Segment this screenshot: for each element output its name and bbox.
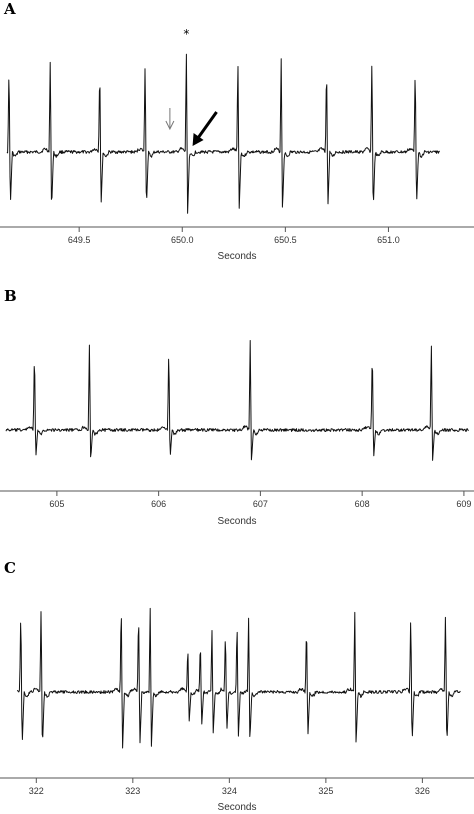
panel-letter: C xyxy=(4,559,16,577)
x-tick-label: 649.5 xyxy=(68,235,91,245)
thick-arrow-icon xyxy=(195,111,218,141)
ecg-trace xyxy=(5,340,469,461)
panel-letter: B xyxy=(4,287,17,305)
x-tick-label: 323 xyxy=(125,786,140,796)
panel-letter: A xyxy=(3,0,16,18)
panel-b: B 605 606 607 608 609 Seconds xyxy=(0,287,474,527)
x-tick-label: 651.0 xyxy=(377,235,400,245)
x-tick-label: 324 xyxy=(222,786,237,796)
star-marker: * xyxy=(183,27,189,41)
x-tick-label: 650.5 xyxy=(274,235,297,245)
x-tick-label: 325 xyxy=(318,786,333,796)
x-axis-title: Seconds xyxy=(218,516,257,527)
x-tick-label: 607 xyxy=(253,499,268,509)
panel-a: A 649.5 650.0 650.5 651.0 Seconds * xyxy=(0,0,474,262)
thick-arrow-head xyxy=(192,133,204,146)
x-tick-label: 605 xyxy=(49,499,64,509)
x-tick-label: 609 xyxy=(456,499,471,509)
ecg-trace xyxy=(16,607,461,749)
x-tick-label: 326 xyxy=(415,786,430,796)
panel-c: C 322 323 324 325 326 Seconds xyxy=(0,559,474,813)
thin-arrow-head xyxy=(165,120,175,131)
x-tick-label: 322 xyxy=(29,786,44,796)
x-tick-label: 606 xyxy=(151,499,166,509)
x-tick-label: 608 xyxy=(355,499,370,509)
x-axis-title: Seconds xyxy=(218,802,257,813)
ecg-trace xyxy=(6,53,441,214)
x-tick-label: 650.0 xyxy=(171,235,194,245)
x-axis-title: Seconds xyxy=(218,251,257,262)
